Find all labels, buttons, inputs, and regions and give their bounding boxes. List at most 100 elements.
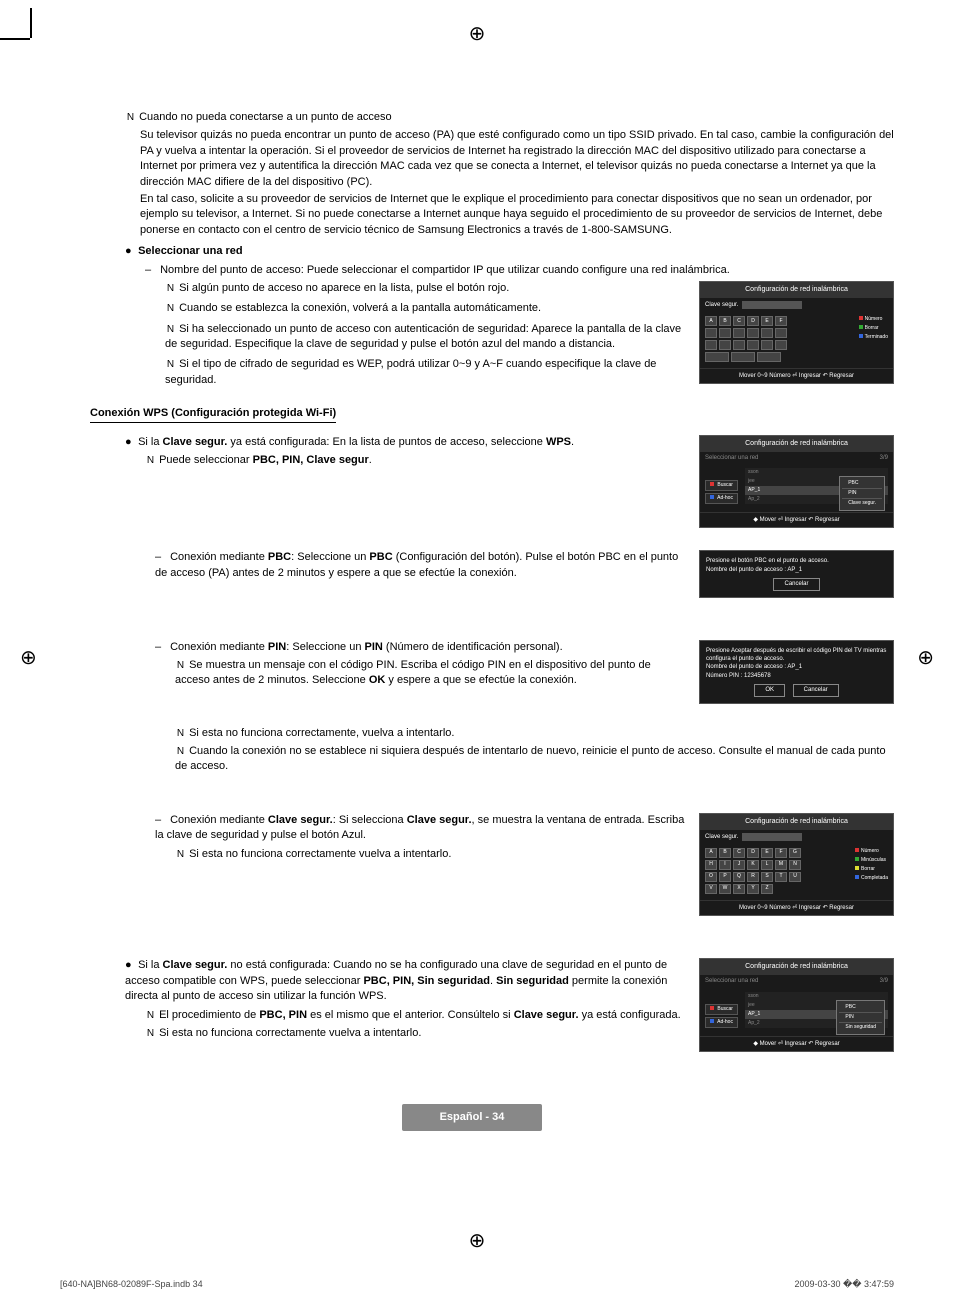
dot-blue-icon: [859, 334, 863, 338]
tv-title: Configuración de red inalámbrica: [700, 436, 893, 452]
key: O: [705, 872, 717, 882]
popup-item: PIN: [842, 489, 882, 499]
text-bold: Clave segur.: [163, 959, 228, 971]
key: D: [747, 316, 759, 326]
note-icon: N: [175, 745, 186, 759]
reg-mark-left: ⊕: [20, 644, 37, 672]
count: 3/9: [880, 454, 888, 462]
text-bold: Clave segur.: [268, 814, 333, 826]
key: S: [761, 872, 773, 882]
hint: Completada: [861, 875, 888, 881]
key: I: [719, 860, 731, 870]
text: Conexión mediante: [170, 641, 268, 653]
note-text: Si ha seleccionado un punto de acceso co…: [165, 323, 681, 350]
key: D: [747, 848, 759, 858]
text-bold: PIN: [365, 641, 383, 653]
popup-item: PBC: [839, 1003, 882, 1013]
key: N: [789, 860, 801, 870]
key-empty: [719, 328, 731, 338]
text-bold: PBC, PIN, Clave segur: [253, 454, 369, 466]
text: (Número de identificación personal).: [383, 641, 563, 653]
text-bold: Sin seguridad: [496, 975, 569, 987]
key-empty: [747, 340, 759, 350]
key: L: [761, 860, 773, 870]
note-icon: N: [165, 302, 176, 316]
tv-title: Configuración de red inalámbrica: [700, 814, 893, 830]
tv-title: Configuración de red inalámbrica: [700, 959, 893, 975]
sel-label: Seleccionar una red: [705, 454, 758, 462]
key-empty: [761, 328, 773, 338]
text-bold: Clave segur.: [163, 436, 228, 448]
note-icon: N: [175, 659, 186, 673]
print-date: 2009-03-30 �� 3:47:59: [794, 1278, 894, 1291]
key-empty: [705, 328, 717, 338]
popup-item: Clave segur.: [842, 499, 882, 508]
intro-heading: Cuando no pueda conectarse a un punto de…: [139, 111, 392, 123]
key: B: [719, 848, 731, 858]
wps-heading: Conexión WPS (Configuración protegida Wi…: [90, 406, 336, 422]
tv-footer: Mover 0~9 Número ⏎ Ingresar ↶ Regresar: [700, 900, 893, 915]
sel-label: Seleccionar una red: [705, 977, 758, 985]
text: es el mismo que el anterior. Consúltelo …: [307, 1009, 514, 1021]
key: P: [719, 872, 731, 882]
key-empty: [761, 340, 773, 350]
key: W: [719, 884, 731, 894]
text-bold: PIN: [268, 641, 286, 653]
dot-icon: [855, 866, 859, 870]
tv-screenshot-pbc-msg: Presione el botón PBC en el punto de acc…: [699, 550, 894, 597]
text: ya está configurada.: [579, 1009, 681, 1021]
key: B: [719, 316, 731, 326]
text: Cuando la conexión no se establece ni si…: [175, 745, 886, 772]
key-empty: [719, 340, 731, 350]
key: H: [705, 860, 717, 870]
crop-mark: [0, 38, 30, 40]
dot-red-icon: [859, 316, 863, 320]
key: J: [733, 860, 745, 870]
note-icon: N: [165, 358, 176, 372]
tv-footer: ◆ Mover ⏎ Ingresar ↶ Regresar: [700, 512, 893, 527]
text: Si esta no funciona correctamente vuelva…: [159, 1027, 421, 1039]
tv-screenshot-keyboard-small: Configuración de red inalámbrica Clave s…: [699, 281, 894, 385]
key-empty: [733, 340, 745, 350]
key: F: [775, 316, 787, 326]
dot-icon: [855, 848, 859, 852]
select-net-first: Nombre del punto de acceso: Puede selecc…: [160, 264, 730, 276]
clave-label: Clave segur.: [705, 301, 738, 309]
hint: Minúsculas: [861, 857, 886, 863]
count: 3/9: [880, 977, 888, 985]
adhoc-btn: Ad-hoc: [705, 493, 738, 504]
dash-icon: –: [155, 640, 167, 655]
text: Si la: [138, 436, 162, 448]
text: ya está configurada: En la lista de punt…: [227, 436, 546, 448]
text-bold: OK: [369, 674, 386, 686]
key: T: [775, 872, 787, 882]
text-bold: Clave segur.: [407, 814, 472, 826]
buscar-btn: Buscar: [705, 480, 738, 491]
tv-screenshot-keyboard-full: Configuración de red inalámbrica Clave s…: [699, 813, 894, 917]
dash-icon: –: [155, 813, 167, 828]
note-text: Si algún punto de acceso no aparece en l…: [179, 282, 509, 294]
dash-icon: –: [155, 550, 167, 565]
tv-title: Configuración de red inalámbrica: [700, 282, 893, 298]
key: Q: [733, 872, 745, 882]
adhoc-btn: Ad-hoc: [705, 1017, 738, 1028]
key: F: [775, 848, 787, 858]
key: A: [705, 848, 717, 858]
tv-screenshot-network-list: Configuración de red inalámbrica Selecci…: [699, 435, 894, 529]
key: R: [747, 872, 759, 882]
note-text: Cuando se establezca la conexión, volver…: [179, 302, 541, 314]
text-bold: PBC, PIN, Sin seguridad: [363, 975, 490, 987]
text-bold: WPS: [546, 436, 571, 448]
text: Conexión mediante: [170, 551, 268, 563]
hint: Borrar: [865, 325, 879, 331]
buscar-btn: Buscar: [705, 1004, 738, 1015]
key-empty: [733, 328, 745, 338]
text: Si esta no funciona correctamente, vuelv…: [189, 727, 454, 739]
dash-icon: –: [145, 263, 157, 278]
key: E: [761, 316, 773, 326]
text: Si esta no funciona correctamente vuelva…: [189, 848, 451, 860]
text-bold: PBC: [268, 551, 291, 563]
note-icon: N: [165, 282, 176, 296]
key: U: [789, 872, 801, 882]
ok-btn: OK: [754, 684, 785, 696]
